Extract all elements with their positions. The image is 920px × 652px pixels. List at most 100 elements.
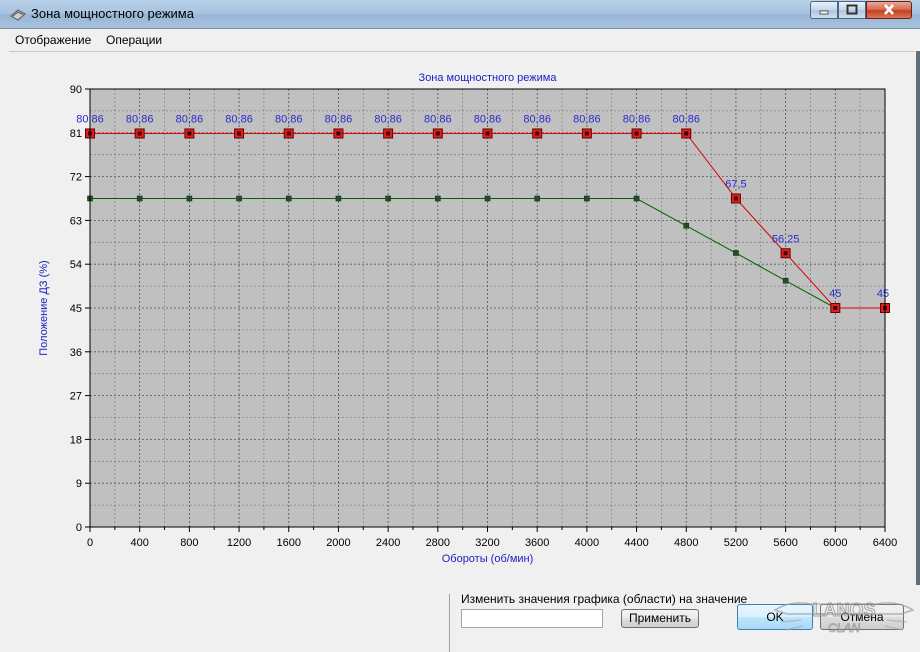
- red-point-core: [386, 131, 391, 136]
- red-point-core: [634, 131, 639, 136]
- x-tick-label: 3600: [525, 537, 549, 549]
- close-icon: [884, 4, 894, 15]
- red-point-label: 80,86: [672, 113, 700, 125]
- red-point-label: 45: [877, 288, 889, 300]
- red-point-core: [435, 131, 440, 136]
- x-tick-label: 5200: [724, 537, 748, 549]
- y-tick-label: 90: [70, 84, 82, 96]
- red-point-core: [733, 196, 738, 201]
- red-point-core: [187, 131, 192, 136]
- red-point-core: [336, 131, 341, 136]
- y-tick-label: 45: [70, 303, 82, 315]
- lanos-clan-logo: LANOS CLAN: [773, 600, 915, 635]
- x-tick-label: 6000: [823, 537, 847, 549]
- red-point-label: 45: [829, 288, 841, 300]
- x-tick-label: 4400: [624, 537, 648, 549]
- red-point-label: 56,25: [772, 233, 800, 245]
- y-tick-label: 63: [70, 215, 82, 227]
- minimize-icon: [819, 10, 829, 15]
- chart-panel: Зона мощностного режима 0 400 800 1200 1600 20…: [9, 51, 915, 585]
- x-tick-label: 800: [180, 537, 198, 549]
- green-point: [435, 195, 441, 202]
- apply-button[interactable]: Применить: [621, 609, 699, 628]
- green-point: [584, 195, 590, 202]
- red-point-label: 80,86: [374, 113, 402, 125]
- y-tick-label: 27: [70, 391, 82, 403]
- chart-title: Зона мощностного режима: [419, 72, 558, 84]
- plot-border: [89, 88, 886, 528]
- maximize-button[interactable]: [838, 1, 866, 19]
- y-axis-label: Положение ДЗ (%): [38, 260, 50, 355]
- red-point-label: 80,86: [573, 113, 601, 125]
- y-tick-label: 72: [70, 172, 82, 184]
- x-tick-label: 6400: [873, 537, 897, 549]
- x-tick-label: 2400: [376, 537, 400, 549]
- green-point: [186, 195, 193, 202]
- y-tick-label: 9: [76, 478, 82, 490]
- red-point-label: 80,86: [474, 113, 502, 125]
- red-point-label: 80,86: [225, 113, 253, 125]
- x-tick-label: 2000: [326, 537, 350, 549]
- close-button[interactable]: [866, 1, 912, 19]
- green-point: [136, 195, 143, 202]
- x-tick-label: 0: [87, 537, 93, 549]
- x-tick-label: 2800: [426, 537, 450, 549]
- red-point-core: [783, 251, 788, 256]
- green-point: [236, 195, 242, 202]
- green-point: [484, 195, 491, 202]
- logo-subtext: CLAN: [828, 621, 860, 635]
- green-point: [733, 250, 739, 256]
- value-input[interactable]: [461, 609, 603, 628]
- minimize-button[interactable]: [810, 1, 838, 19]
- green-point: [633, 195, 640, 202]
- red-point-core: [137, 131, 142, 136]
- x-tick-label: 3200: [475, 537, 499, 549]
- red-point-core: [535, 131, 540, 136]
- group-separator: [449, 594, 450, 652]
- green-point: [683, 222, 690, 229]
- ok-button[interactable]: OK: [737, 604, 813, 630]
- x-tick-label: 4000: [575, 537, 599, 549]
- app-icon: [10, 9, 26, 21]
- y-tick-label: 36: [70, 347, 82, 359]
- maximize-icon: [846, 4, 858, 15]
- red-point-core: [584, 131, 589, 136]
- menu-display[interactable]: Отображение: [15, 33, 92, 47]
- power-zone-chart[interactable]: Зона мощностного режима 0 400 800 1200 1600 20…: [9, 52, 915, 585]
- x-tick-label: 400: [131, 537, 149, 549]
- red-point-label: 80,86: [523, 113, 551, 125]
- green-point: [534, 195, 540, 202]
- menu-operations[interactable]: Операции: [106, 33, 163, 47]
- title-bar: Зона мощностного режима: [0, 0, 920, 29]
- red-point-label: 80,86: [623, 113, 651, 125]
- red-point-label: 80,86: [126, 113, 154, 125]
- y-tick-label: 18: [70, 434, 82, 446]
- red-point-label: 67,5: [725, 179, 746, 191]
- red-point-core: [286, 131, 291, 136]
- x-axis-label: Обороты (об/мин): [442, 553, 534, 565]
- red-point-core: [684, 131, 689, 136]
- window-edge: [0, 178, 6, 652]
- y-tick-label: 54: [70, 259, 82, 271]
- red-point-label: 80,86: [325, 113, 353, 125]
- menu-bar: Отображение Операции: [0, 29, 920, 50]
- red-point-core: [485, 131, 490, 136]
- y-tick-label: 0: [76, 522, 82, 534]
- green-point: [285, 195, 292, 202]
- window-title: Зона мощностного режима: [31, 6, 194, 21]
- x-tick-label: 4800: [674, 537, 698, 549]
- x-tick-label: 1600: [277, 537, 301, 549]
- x-tick-label: 1200: [227, 537, 251, 549]
- y-tick-label: 81: [70, 128, 82, 140]
- red-point-core: [833, 306, 838, 310]
- red-point-label: 80,86: [275, 113, 303, 125]
- red-point-core: [237, 131, 242, 136]
- window-edge-right: [916, 51, 920, 652]
- change-value-label: Изменить значения графика (области) на з…: [461, 592, 748, 606]
- red-point-label: 80,86: [176, 113, 204, 125]
- green-point: [782, 277, 789, 284]
- x-tick-label: 5600: [773, 537, 797, 549]
- red-point-label: 80,86: [424, 113, 452, 125]
- green-point: [385, 195, 391, 202]
